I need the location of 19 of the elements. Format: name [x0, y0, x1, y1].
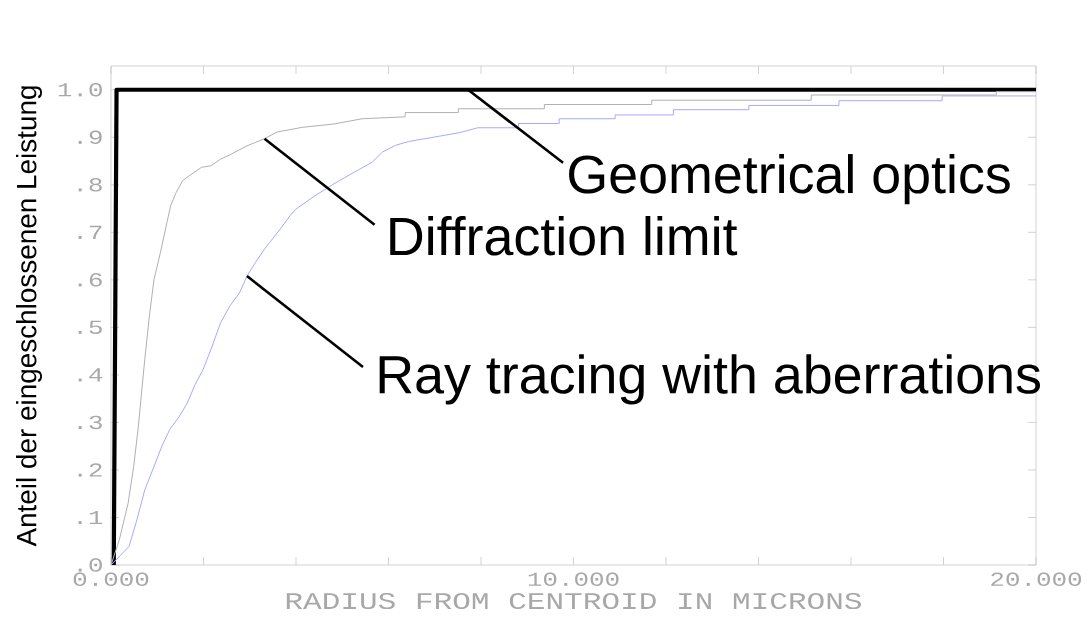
y-tick-label: .7	[78, 225, 102, 239]
x-tick-label: 0.000	[73, 572, 149, 587]
annotation: Ray tracing with aberrations	[379, 354, 1040, 405]
y-tick-label: .2	[78, 463, 102, 477]
y-tick-label: .4	[78, 368, 103, 382]
y-axis-title: Anteil der eingeschlossenen Leistung	[16, 86, 42, 547]
x-tick-label: 10.000	[528, 572, 619, 587]
annotation: Geometrical optics	[569, 154, 1010, 205]
y-tick-label: .1	[78, 510, 103, 525]
y-tick-label: .3	[78, 415, 102, 430]
x-tick-label: 20.000	[991, 572, 1082, 587]
x-axis-title: RADIUS FROM CENTROID IN MICRONS	[286, 592, 861, 610]
y-tick-label: .8	[78, 178, 102, 192]
y-tick-label: .6	[78, 273, 102, 287]
y-tick-label: .0	[78, 558, 102, 572]
y-tick-label: 1.0	[58, 82, 102, 97]
y-tick-label: .9	[78, 130, 102, 145]
y-tick-label: .5	[78, 320, 102, 335]
annotation: Diffraction limit	[390, 216, 738, 256]
